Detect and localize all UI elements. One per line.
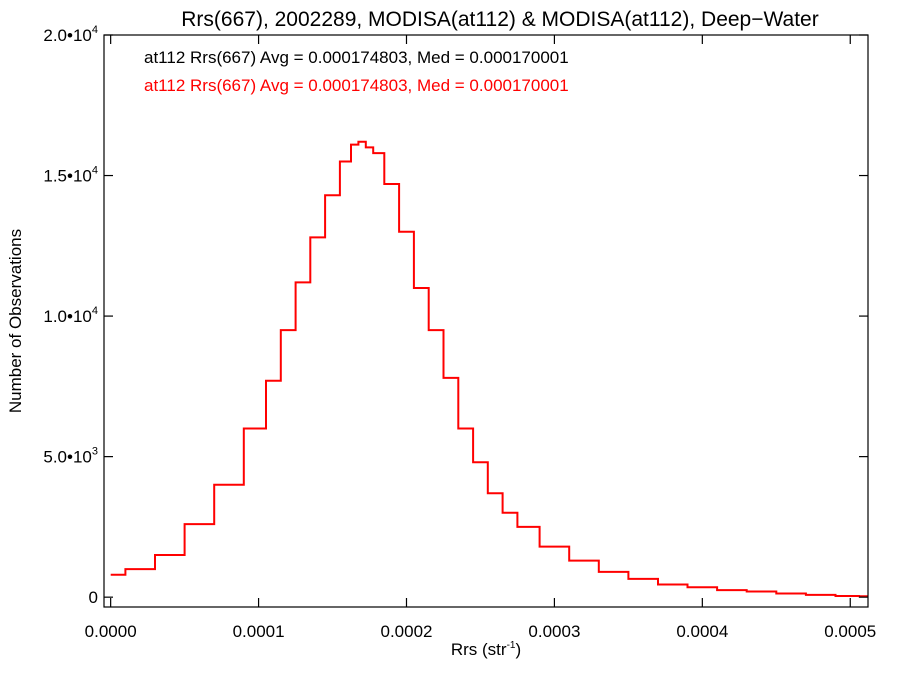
- x-tick-label-0: 0.0000: [85, 622, 137, 641]
- x-tick-label-5: 0.0005: [824, 622, 876, 641]
- x-axis-label: Rrs (str-1): [451, 640, 521, 659]
- x-axis: 0.0000 0.0001 0.0002 0.0003 0.0004 0.0005: [85, 35, 876, 641]
- x-tick-label-4: 0.0004: [676, 622, 728, 641]
- y-tick-label-2: 1.0•104: [43, 305, 98, 326]
- y-tick-label-1: 5.0•103: [43, 446, 98, 467]
- y-axis-label: Number of Observations: [6, 229, 25, 413]
- x-tick-label-1: 0.0001: [233, 622, 285, 641]
- x-tick-label-3: 0.0003: [528, 622, 580, 641]
- y-axis: 0 5.0•103 1.0•104 1.5•104 2.0•104: [43, 24, 868, 607]
- x-axis-label-superscript: -1: [507, 640, 516, 651]
- y-tick-label-3: 1.5•104: [43, 165, 98, 186]
- legend-entry-red: at112 Rrs(667) Avg = 0.000174803, Med = …: [144, 76, 569, 95]
- x-tick-label-2: 0.0002: [380, 622, 432, 641]
- legend-entry-black: at112 Rrs(667) Avg = 0.000174803, Med = …: [144, 48, 569, 67]
- histogram-series-0: [110, 140, 868, 598]
- y-tick-label-0: 0: [89, 588, 98, 607]
- series-layer: [110, 140, 868, 598]
- y-tick-label-4: 2.0•104: [43, 24, 98, 45]
- chart-title: Rrs(667), 2002289, MODISA(at112) & MODIS…: [181, 8, 818, 31]
- plot-frame: [103, 34, 869, 608]
